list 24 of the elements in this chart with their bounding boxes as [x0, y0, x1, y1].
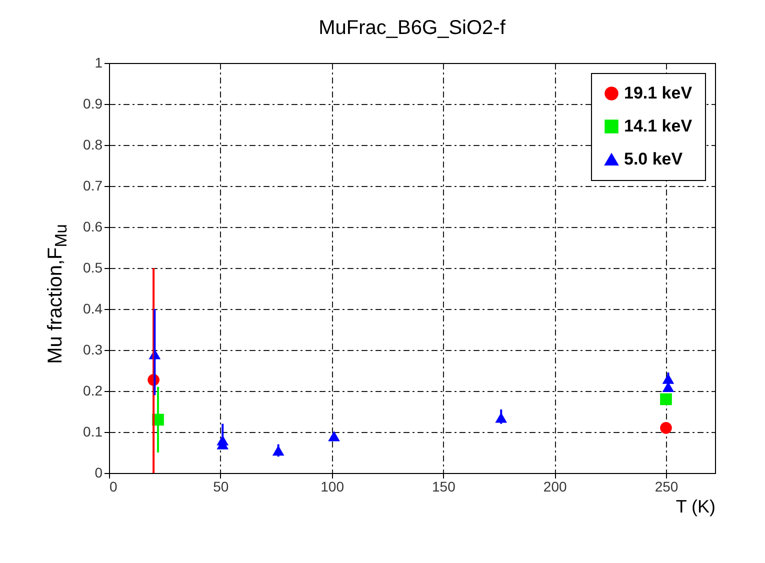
y-tick-label: 0.9 — [83, 96, 103, 112]
x-tick-label: 100 — [320, 478, 344, 494]
legend-label: 14.1 keV — [624, 116, 693, 136]
x-tick-label: 150 — [432, 478, 456, 494]
x-tick-label: 0 — [110, 478, 118, 494]
y-tick-label: 0.1 — [83, 424, 103, 440]
legend-label: 5.0 keV — [624, 150, 684, 168]
x-axis-title: T (K) — [676, 496, 716, 516]
y-tick-label: 1 — [94, 54, 103, 70]
y-tick-label: 0.3 — [83, 342, 103, 358]
x-tick-label: 200 — [543, 478, 567, 494]
y-tick-label: 0.2 — [83, 382, 103, 398]
y-tick-label: 0.6 — [83, 218, 103, 234]
x-tick-label: 50 — [213, 478, 229, 494]
point — [660, 422, 672, 434]
point — [660, 393, 672, 406]
y-tick-label: 0 — [94, 464, 103, 480]
y-tick-label: 0.4 — [83, 300, 103, 316]
y-tick-label: 0.5 — [83, 260, 103, 276]
x-tick-label: 250 — [654, 478, 678, 494]
y-tick-label: 0.8 — [83, 136, 103, 152]
chart-title: MuFrac_B6G_SiO2-f — [318, 17, 506, 39]
y-tick-label: 0.7 — [83, 178, 103, 194]
legend-label: 19.1 keV — [624, 84, 693, 102]
